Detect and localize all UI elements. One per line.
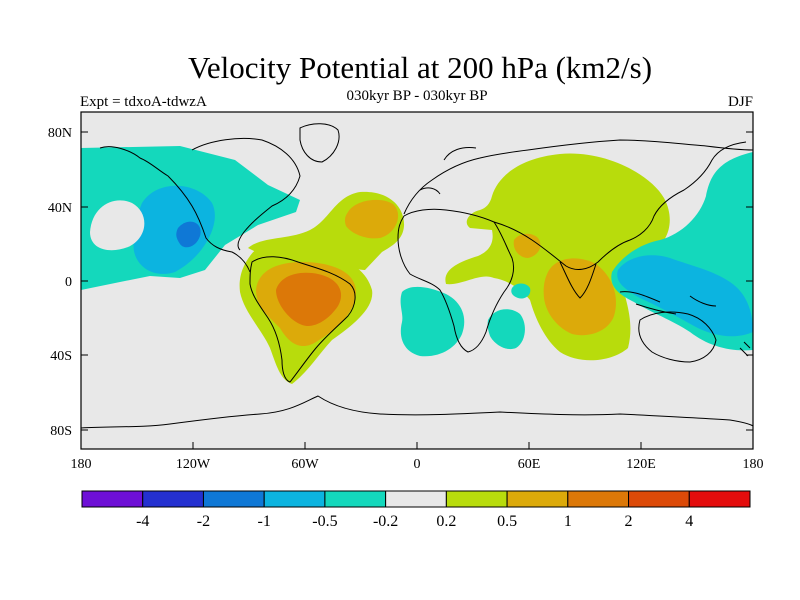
neg-region-south-atlantic: [400, 286, 465, 357]
colorbar-label: 0.2: [436, 513, 456, 530]
x-tick-120w: 120W: [176, 457, 211, 472]
colorbar-label: -4: [136, 513, 149, 530]
y-tick-40n: 40N: [48, 201, 72, 216]
y-tick-0: 0: [65, 275, 72, 290]
coastlines: [81, 123, 753, 429]
x-tick-marks: [80, 442, 754, 449]
x-tick-180e: 180: [743, 457, 764, 472]
coast-north-america: [99, 137, 301, 273]
contour-field: [81, 112, 753, 449]
coast-indonesia: [619, 291, 717, 315]
y-tick-40s: 40S: [50, 349, 72, 364]
colorbar-swatch: [142, 490, 204, 508]
colorbar-swatch: [263, 490, 326, 508]
colorbar-label: 4: [685, 513, 693, 530]
neg-region-madagascar: [487, 309, 525, 350]
colorbar-swatch: [81, 490, 144, 508]
colorbar-label: 0.5: [497, 513, 517, 530]
y-tick-80n: 80N: [48, 126, 72, 141]
colorbar-swatch: [567, 490, 630, 508]
x-tick-0: 0: [414, 457, 421, 472]
colorbar-swatch: [385, 490, 447, 508]
experiment-label: Expt = tdxoA-tdwzA: [80, 94, 207, 110]
coast-australia: [638, 311, 717, 363]
x-tick-180w: 180: [71, 457, 92, 472]
y-tick-80s: 80S: [50, 424, 72, 439]
colorbar-swatch: [445, 490, 508, 508]
colorbar-label: -0.2: [373, 513, 398, 530]
colorbar-swatch: [688, 490, 751, 508]
coast-greenland: [299, 123, 340, 163]
coast-europe: [403, 147, 529, 215]
x-tick-60w: 60W: [291, 457, 319, 472]
season-label: DJF: [727, 94, 753, 110]
coast-asia: [493, 139, 753, 270]
colorbar-label: -2: [197, 513, 210, 530]
pos-region-atlantic-core: [344, 199, 399, 239]
neg-region-east-africa: [511, 283, 531, 299]
neg-region-west-pacific-core: [617, 255, 753, 337]
colorbar-swatch: [506, 490, 569, 508]
colorbar-label: 1: [564, 513, 572, 530]
colorbar-labels: -4 -2 -1 -0.5 -0.2 0.2 0.5 1 2 4: [136, 513, 693, 530]
map-title: Velocity Potential at 200 hPa (km2/s): [187, 50, 653, 85]
colorbar-swatch: [324, 490, 387, 508]
colorbar-label: 2: [625, 513, 633, 530]
coast-antarctica: [81, 395, 753, 429]
x-tick-60e: 60E: [518, 457, 541, 472]
colorbar: [81, 490, 751, 508]
neg-region-north-america-mid: [133, 185, 215, 274]
x-tick-120e: 120E: [626, 457, 656, 472]
coast-south-america: [249, 256, 356, 383]
pos-region-indian-ocean-core: [543, 258, 616, 336]
colorbar-label: -1: [258, 513, 271, 530]
pos-region-arabia-core: [513, 233, 541, 258]
coast-india: [559, 261, 597, 299]
pos-region-south-america-core: [276, 272, 342, 326]
colorbar-swatch: [628, 490, 690, 508]
colorbar-swatch: [202, 490, 265, 508]
neg-region-north-america-core: [176, 221, 201, 248]
y-tick-marks: [81, 131, 753, 431]
period-label: 030kyr BP - 030kyr BP: [346, 88, 488, 104]
colorbar-label: -0.5: [312, 513, 337, 530]
coast-africa: [397, 208, 515, 353]
pacific-neutral-pocket: [90, 200, 145, 251]
